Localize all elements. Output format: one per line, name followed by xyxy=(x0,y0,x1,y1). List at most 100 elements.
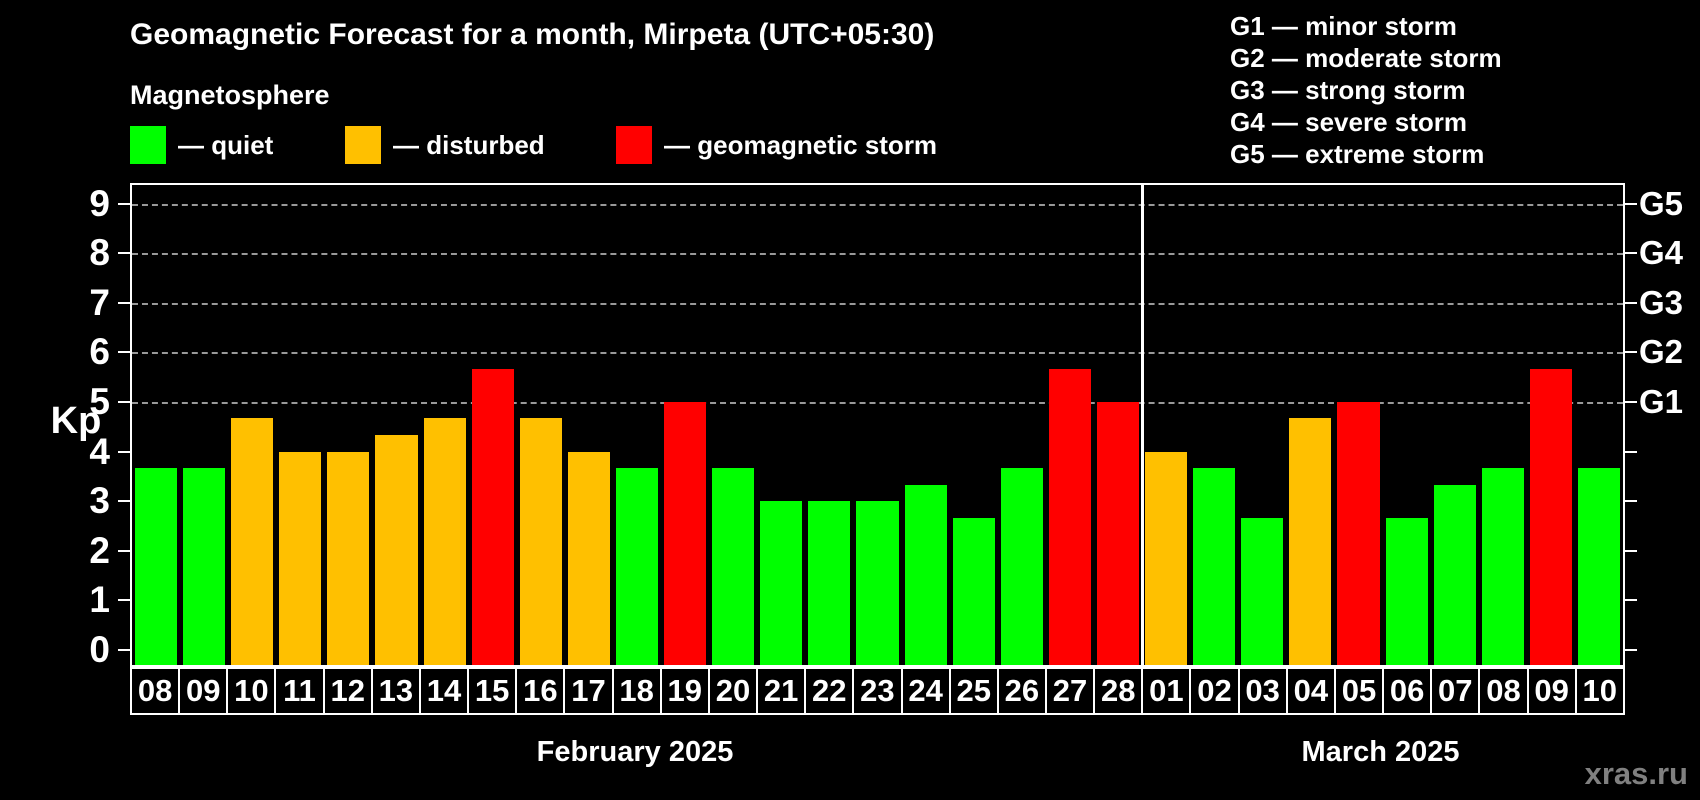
date-cell-feb-16: 16 xyxy=(515,667,566,715)
kp-bar-feb-23 xyxy=(856,501,899,665)
watermark: xras.ru xyxy=(1584,756,1688,791)
gridline-kp7 xyxy=(132,302,1623,305)
kp-bar-feb-13 xyxy=(375,435,418,665)
left-tick-kp3 xyxy=(118,500,130,503)
legend-item-quiet: — quiet xyxy=(130,126,273,164)
date-cell-feb-28: 28 xyxy=(1093,667,1144,715)
g-scale-label-g2: G2 xyxy=(1639,333,1684,371)
gridline-kp9 xyxy=(132,203,1623,206)
kp-bar-feb-21 xyxy=(760,501,803,665)
legend-label-disturbed: — disturbed xyxy=(393,129,545,160)
date-cell-feb-18: 18 xyxy=(611,667,662,715)
right-tick-kp5 xyxy=(1625,401,1637,403)
date-cell-feb-19: 19 xyxy=(659,667,710,715)
y-tick-label-9: 9 xyxy=(89,182,110,224)
kp-bar-feb-20 xyxy=(712,467,755,665)
right-tick-kp6 xyxy=(1625,351,1637,354)
kp-bar-feb-26 xyxy=(1000,467,1043,665)
kp-bar-mar-10 xyxy=(1577,467,1620,665)
left-tick-kp6 xyxy=(118,351,130,354)
date-cell-mar-04: 04 xyxy=(1285,667,1336,715)
left-tick-kp1 xyxy=(118,599,130,602)
kp-bar-feb-17 xyxy=(567,451,610,665)
date-cell-feb-24: 24 xyxy=(900,667,951,715)
right-tick-kp3 xyxy=(1625,500,1637,503)
date-cell-feb-12: 12 xyxy=(322,667,373,715)
kp-bar-mar-01 xyxy=(1145,451,1188,665)
kp-bar-feb-14 xyxy=(423,418,466,665)
g-scale-label-g1: G1 xyxy=(1639,383,1684,420)
storm-color-swatch xyxy=(616,126,652,164)
date-cell-feb-22: 22 xyxy=(804,667,855,715)
right-tick-kp8 xyxy=(1625,252,1637,255)
storm-scale-g1: G1 — minor storm xyxy=(1230,11,1457,41)
month-label-february: February 2025 xyxy=(536,736,734,768)
y-tick-label-1: 1 xyxy=(89,579,110,621)
kp-bar-feb-25 xyxy=(952,517,995,665)
y-tick-label-2: 2 xyxy=(89,529,110,571)
left-tick-kp4 xyxy=(118,450,130,453)
kp-bar-feb-10 xyxy=(231,418,274,665)
date-cell-feb-20: 20 xyxy=(707,667,759,715)
kp-bar-mar-04 xyxy=(1289,418,1332,665)
y-tick-label-3: 3 xyxy=(89,480,110,522)
kp-bar-feb-28 xyxy=(1096,402,1140,665)
date-cell-mar-08: 08 xyxy=(1478,667,1529,715)
g-scale-label-g5: G5 xyxy=(1639,184,1684,222)
date-cell-feb-23: 23 xyxy=(852,667,903,715)
date-cell-mar-03: 03 xyxy=(1237,667,1288,715)
y-axis-title: Kp xyxy=(50,400,102,442)
right-tick-kp0 xyxy=(1625,649,1637,651)
right-tick-kp7 xyxy=(1625,301,1637,304)
kp-bar-feb-19 xyxy=(664,402,707,665)
right-tick-kp9 xyxy=(1625,202,1637,205)
date-cell-mar-02: 02 xyxy=(1189,667,1240,715)
chart-subtitle: Magnetosphere xyxy=(130,80,330,110)
date-axis: 08 09 10 11 12 13 14 15 16 17 18 19 20 21 22 23 24 25 26 27… xyxy=(130,667,1625,715)
y-tick-label-7: 7 xyxy=(89,281,110,323)
kp-bar-mar-09 xyxy=(1529,368,1572,665)
right-tick-kp1 xyxy=(1625,599,1637,602)
date-cell-feb-15: 15 xyxy=(467,667,518,715)
kp-bar-feb-12 xyxy=(327,451,370,665)
left-tick-kp8 xyxy=(118,252,130,255)
kp-bar-feb-22 xyxy=(808,501,851,665)
kp-bar-mar-02 xyxy=(1193,467,1236,665)
left-tick-kp0 xyxy=(118,649,130,651)
date-cell-mar-05: 05 xyxy=(1333,667,1385,715)
kp-bar-feb-24 xyxy=(904,484,947,665)
date-cell-feb-17: 17 xyxy=(563,667,614,715)
date-cell-mar-01: 01 xyxy=(1141,667,1192,715)
legend-item-storm: — geomagnetic storm xyxy=(616,126,937,164)
right-tick-kp2 xyxy=(1625,549,1637,552)
date-cell-mar-07: 07 xyxy=(1430,667,1481,715)
date-cell-feb-25: 25 xyxy=(948,667,999,715)
date-cell-feb-26: 26 xyxy=(996,667,1047,715)
date-cell-mar-09: 09 xyxy=(1526,667,1577,715)
y-tick-label-0: 0 xyxy=(89,629,110,670)
left-tick-kp9 xyxy=(118,202,130,205)
date-cell-mar-06: 06 xyxy=(1382,667,1433,715)
gridline-kp6 xyxy=(132,352,1623,355)
date-cell-feb-27: 27 xyxy=(1044,667,1096,715)
legend-label-quiet: — quiet xyxy=(178,129,274,160)
left-tick-kp5 xyxy=(118,401,130,403)
right-tick-kp4 xyxy=(1625,450,1637,453)
plot-area xyxy=(130,183,1625,667)
kp-bar-feb-27 xyxy=(1048,368,1091,665)
gridline-kp5 xyxy=(132,402,1623,404)
storm-scale-g5: G5 — extreme storm xyxy=(1230,139,1485,169)
storm-scale-g4: G4 — severe storm xyxy=(1230,107,1468,137)
kp-bar-mar-08 xyxy=(1481,467,1524,665)
page-title: Geomagnetic Forecast for a month, Mirpet… xyxy=(130,18,935,51)
kp-bar-mar-05 xyxy=(1337,402,1380,665)
kp-bar-feb-18 xyxy=(615,467,659,665)
kp-bar-mar-07 xyxy=(1433,484,1476,665)
storm-scale-g3: G3 — strong storm xyxy=(1230,75,1466,105)
quiet-color-swatch xyxy=(130,126,166,164)
date-cell-feb-21: 21 xyxy=(756,667,807,715)
legend-item-disturbed: — disturbed xyxy=(345,126,545,164)
left-tick-kp7 xyxy=(118,301,130,304)
date-cell-mar-10: 10 xyxy=(1574,667,1625,715)
